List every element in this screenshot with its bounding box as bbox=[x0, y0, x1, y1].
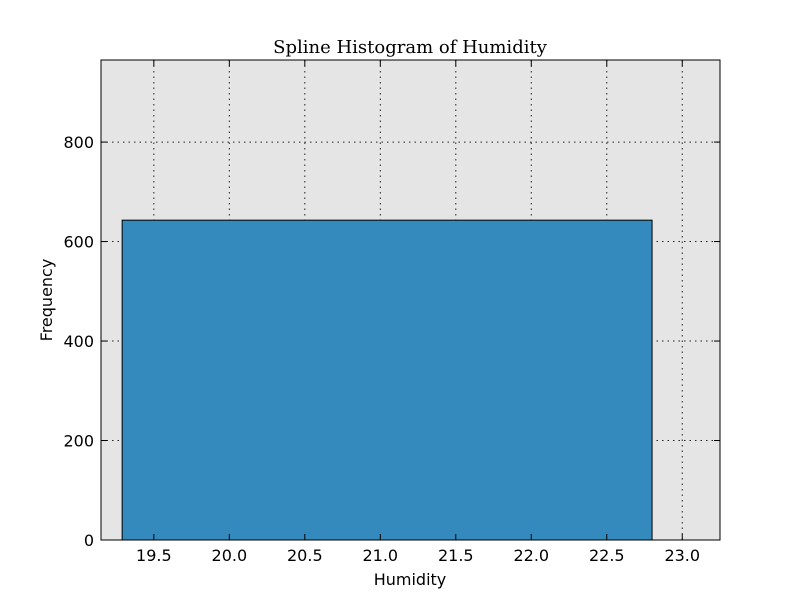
chart-title: Spline Histogram of Humidity bbox=[273, 37, 548, 58]
x-tick-label: 23.0 bbox=[664, 546, 700, 565]
x-tick-label: 21.0 bbox=[362, 546, 398, 565]
x-tick-label: 19.5 bbox=[136, 546, 172, 565]
bars bbox=[121, 219, 653, 541]
x-tick-label: 20.5 bbox=[287, 546, 323, 565]
x-axis-label: Humidity bbox=[374, 570, 447, 589]
plot-frame bbox=[100, 59, 721, 541]
ticks: 19.5 20.0 20.5 21.0 21.5 22.0 22.5 23.0 0 200 400 6… bbox=[63, 60, 720, 565]
x-tick-label: 22.5 bbox=[589, 546, 625, 565]
y-tick-label: 0 bbox=[84, 531, 94, 550]
y-tick-label: 600 bbox=[63, 233, 94, 252]
y-tick-label: 800 bbox=[63, 133, 94, 152]
histogram-bar bbox=[121, 219, 653, 541]
x-tick-label: 21.5 bbox=[438, 546, 474, 565]
x-tick-label: 20.0 bbox=[212, 546, 248, 565]
y-tick-label: 200 bbox=[63, 432, 94, 451]
y-axis-label: Frequency bbox=[37, 259, 56, 342]
x-tick-label: 22.0 bbox=[513, 546, 549, 565]
y-tick-label: 400 bbox=[63, 332, 94, 351]
